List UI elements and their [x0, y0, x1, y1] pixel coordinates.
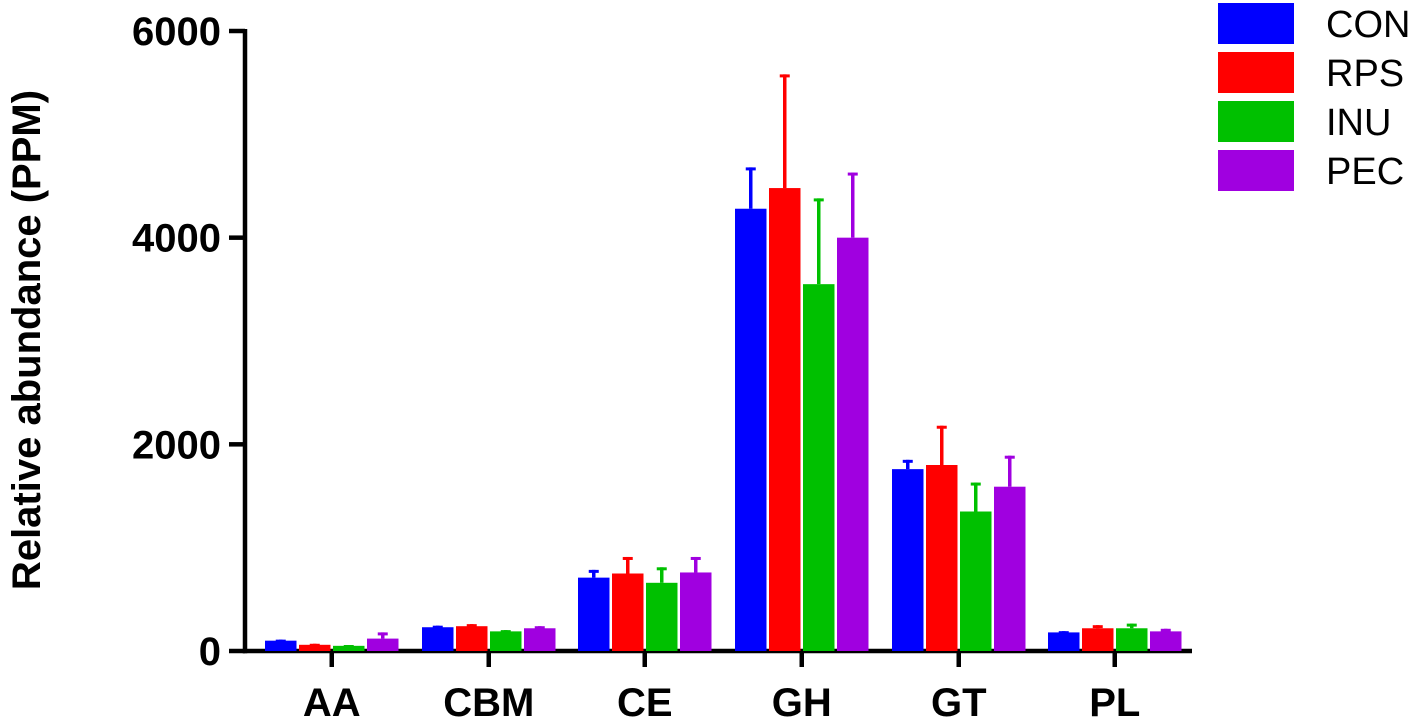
bars: [265, 188, 1182, 652]
x-tick-label-gt: GT: [931, 681, 987, 720]
x-tick-label-cbm: CBM: [443, 681, 534, 720]
bar-inu-cbm: [490, 631, 522, 651]
bar-con-aa: [265, 640, 297, 651]
y-tick-label: 4000: [132, 217, 221, 261]
y-axis-title: Relative abundance (PPM): [5, 90, 49, 590]
x-tick-label-ce: CE: [617, 681, 673, 720]
legend-label-inu: INU: [1326, 102, 1391, 144]
bar-pec-gt: [994, 486, 1026, 651]
bar-inu-gh: [803, 284, 835, 651]
legend: CON RPS INU PEC: [1218, 3, 1410, 193]
bar-inu-ce: [646, 582, 678, 651]
bar-pec-gh: [837, 237, 869, 651]
bar-rps-ce: [612, 573, 644, 651]
legend-swatch-con: [1218, 3, 1294, 44]
y-tick-label: 0: [199, 630, 221, 674]
bar-con-cbm: [422, 627, 454, 651]
bar-pec-pl: [1150, 631, 1182, 651]
x-ticks: AA CBM CE GH GT PL: [303, 651, 1140, 725]
y-ticks: 0 2000 4000 6000: [132, 10, 245, 674]
axes: [242, 29, 1192, 654]
error-bars: [275, 74, 1171, 649]
legend-swatch-inu: [1218, 101, 1294, 142]
x-tick-label-aa: AA: [303, 681, 361, 720]
bar-inu-gt: [960, 511, 992, 651]
bar-rps-aa: [299, 644, 331, 651]
bar-pec-ce: [680, 572, 712, 651]
y-axis-title-group: Relative abundance (PPM): [5, 90, 49, 590]
legend-swatch-rps: [1218, 52, 1294, 93]
bar-con-gt: [892, 469, 924, 651]
bar-pec-aa: [367, 638, 399, 651]
x-tick-label-pl: PL: [1089, 681, 1140, 720]
y-tick-label: 6000: [132, 10, 221, 54]
bar-rps-gt: [926, 465, 958, 651]
x-tick-label-gh: GH: [772, 681, 832, 720]
bar-rps-gh: [769, 188, 801, 652]
legend-swatch-pec: [1218, 150, 1294, 191]
bar-pec-cbm: [524, 628, 556, 651]
bar-con-pl: [1048, 632, 1080, 651]
bar-inu-pl: [1116, 628, 1148, 651]
legend-label-rps: RPS: [1326, 53, 1404, 95]
y-tick-label: 2000: [132, 423, 221, 467]
legend-label-con: CON: [1326, 4, 1410, 46]
bar-rps-cbm: [456, 626, 488, 651]
bar-con-gh: [735, 208, 767, 651]
bar-rps-pl: [1082, 628, 1114, 651]
bar-inu-aa: [333, 645, 365, 651]
bar-con-ce: [578, 577, 610, 651]
legend-label-pec: PEC: [1326, 151, 1404, 193]
